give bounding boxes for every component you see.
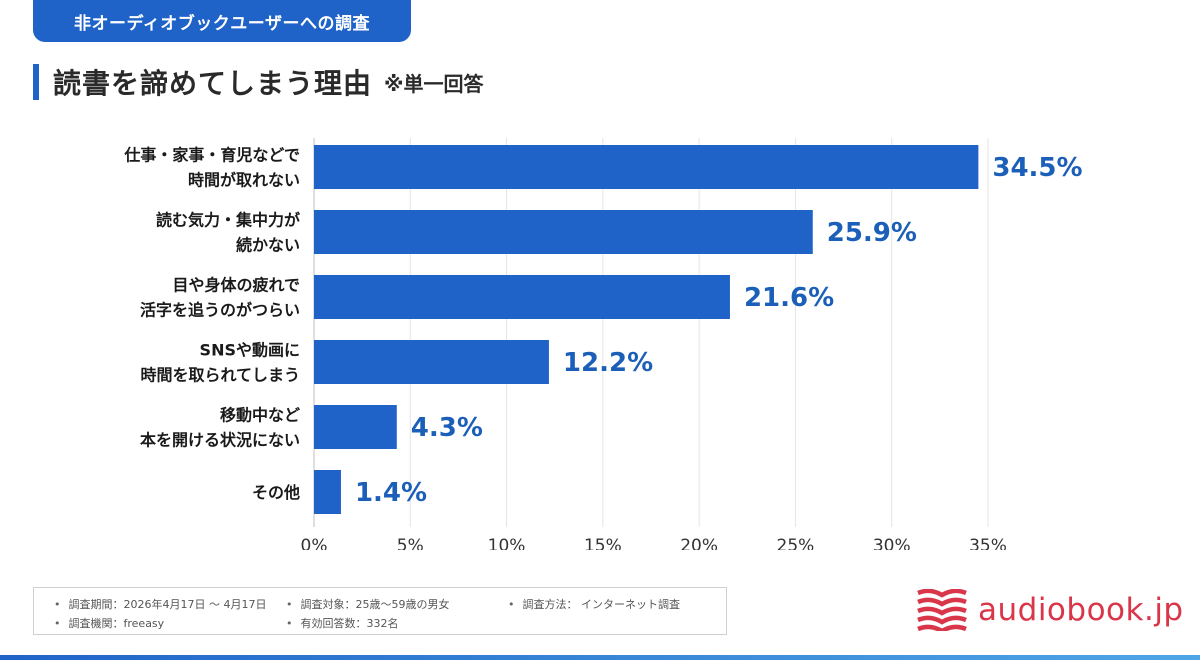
survey-period: 調査期間：2026年4月17日 〜 4月17日: [54, 596, 267, 612]
x-tick-label: 35%: [969, 536, 1007, 550]
survey-target: 調査対象：25歳〜59歳の男女: [286, 596, 450, 612]
book-pages-icon: [917, 589, 967, 631]
value-label: 34.5%: [992, 153, 1082, 183]
survey-info-box: 調査期間：2026年4月17日 〜 4月17日 調査対象：25歳〜59歳の男女 …: [33, 587, 727, 635]
bottom-accent-bar: [0, 655, 1200, 660]
category-label: 活字を追うのがつらい: [140, 301, 300, 320]
answer-type-note: ※単一回答: [384, 71, 484, 96]
x-tick-label: 20%: [680, 536, 718, 550]
x-tick-label: 5%: [397, 536, 424, 550]
category-label: 読む気力・集中力が: [156, 211, 300, 230]
category-label: 続かない: [236, 236, 300, 255]
bar: [314, 145, 979, 189]
x-tick-label: 15%: [584, 536, 622, 550]
audiobook-logo: audiobook.jp: [916, 588, 1184, 632]
bar: [314, 275, 730, 319]
x-tick-label: 10%: [488, 536, 526, 550]
x-tick-label: 30%: [873, 536, 911, 550]
value-label: 4.3%: [411, 413, 483, 443]
survey-method: 調査方法： インターネット調査: [508, 596, 681, 612]
category-label: 目や身体の疲れで: [172, 276, 300, 295]
logo-text: audiobook.jp: [978, 592, 1184, 628]
x-tick-label: 25%: [777, 536, 815, 550]
page-title: 読書を諦めてしまう理由: [53, 67, 373, 100]
value-label: 21.6%: [744, 283, 834, 313]
survey-organization: 調査機関：freeasy: [54, 615, 165, 631]
value-label: 1.4%: [355, 478, 427, 508]
category-label: その他: [252, 483, 300, 502]
value-label: 25.9%: [827, 218, 917, 248]
category-label: 時間が取れない: [188, 171, 300, 190]
category-label: SNSや動画に: [200, 341, 300, 360]
category-label: 仕事・家事・育児などで: [123, 146, 300, 165]
category-label: 本を開ける状況にない: [140, 431, 300, 450]
category-label: 移動中など: [220, 406, 300, 425]
bar: [314, 340, 549, 384]
title-accent-bar: [33, 64, 39, 100]
bar: [314, 470, 341, 514]
survey-tag: 非オーディオブックユーザーへの調査: [33, 0, 411, 42]
page-title-block: 読書を諦めてしまう理由 ※単一回答: [33, 63, 483, 101]
survey-responses: 有効回答数：332名: [286, 615, 399, 631]
bar: [314, 210, 813, 254]
x-tick-label: 0%: [301, 536, 328, 550]
bar: [314, 405, 397, 449]
bar-chart: 0% 5% 10% 15% 20% 25% 30% 35% 34.5% 仕事・家事・育児などで時間…: [123, 138, 1083, 550]
value-label: 12.2%: [563, 348, 653, 378]
category-label: 時間を取られてしまう: [140, 366, 300, 385]
